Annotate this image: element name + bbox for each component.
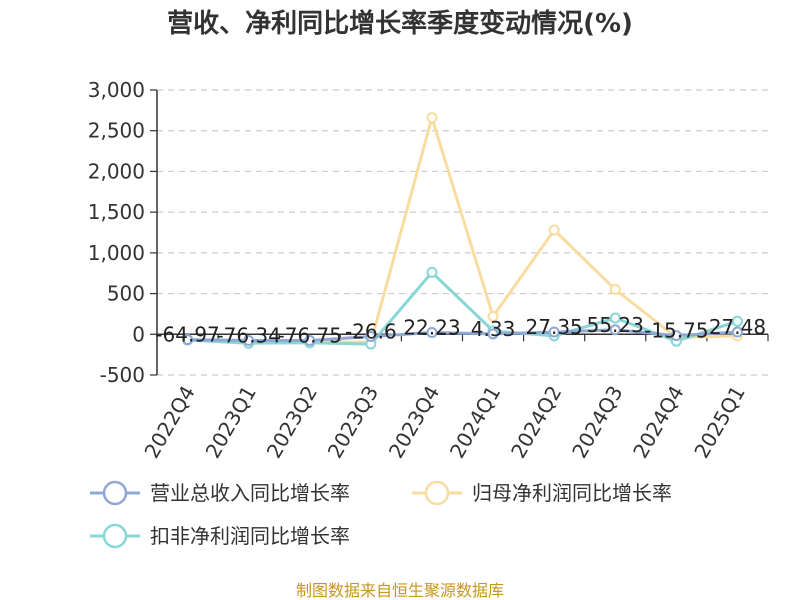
y-tick-label: 2,000: [88, 159, 145, 183]
data-point: [365, 330, 377, 342]
y-tick-label: -500: [100, 363, 145, 387]
data-point: [548, 326, 560, 338]
x-tick-label: 2024Q3: [567, 382, 627, 463]
data-label: -15.75: [644, 319, 708, 343]
y-tick-label: 1,500: [88, 200, 145, 224]
data-point: [304, 335, 316, 347]
data-label: 22.23: [403, 315, 460, 339]
data-point: [670, 330, 682, 342]
data-label: 27.35: [526, 315, 583, 339]
legend-label: 扣非净利润同比增长率: [150, 524, 350, 548]
x-tick-label: 2024Q2: [506, 382, 566, 463]
data-label: 55.23: [587, 313, 644, 337]
chart-title: 营收、净利同比增长率季度变动情况(%): [167, 8, 633, 39]
legend-item[interactable]: 归母净利润同比增长率: [412, 480, 672, 506]
data-label: -76.34: [216, 324, 280, 348]
x-tick-label: 2023Q1: [201, 382, 261, 463]
y-tick-label: 500: [107, 282, 145, 306]
legend-marker: [102, 480, 128, 506]
x-tick-label: 2022Q4: [139, 382, 199, 463]
data-point: [731, 326, 743, 338]
data-point: [426, 326, 438, 338]
data-labels: -64.97-76.34-76.75 -26.6 22.23 4.33 27.35 55.…: [155, 313, 766, 348]
series-line: [187, 270, 738, 346]
data-point: [548, 224, 560, 236]
x-tick-label: 2024Q1: [445, 382, 505, 463]
legend-item[interactable]: 营业总收入同比增长率: [90, 480, 350, 506]
data-point: [609, 324, 621, 336]
data-point: [487, 310, 499, 322]
data-point: [182, 334, 194, 346]
series-line: [187, 328, 738, 342]
x-tick-label: 2023Q2: [262, 382, 322, 463]
x-tick-label: 2024Q4: [628, 382, 688, 463]
series-line: [187, 116, 738, 345]
legend-item[interactable]: 扣非净利润同比增长率: [90, 523, 350, 549]
y-tick-label: 1,000: [88, 241, 145, 265]
legend-marker: [424, 480, 450, 506]
y-tick-label: 0: [132, 322, 145, 346]
data-point: [731, 315, 743, 327]
data-point: [609, 312, 621, 324]
data-point: [426, 266, 438, 278]
data-label: 4.33: [471, 317, 516, 341]
data-point: [487, 328, 499, 340]
x-tick-label: 2025Q1: [689, 382, 749, 463]
x-tick-label: 2023Q3: [323, 382, 383, 463]
legend-label: 营业总收入同比增长率: [150, 481, 350, 505]
data-label: -64.97: [155, 323, 219, 347]
legend-label: 归母净利润同比增长率: [472, 481, 672, 505]
data-point: [243, 335, 255, 347]
x-tick-label: 2023Q4: [384, 382, 444, 463]
y-tick-label: 2,500: [88, 119, 145, 143]
series-group: [182, 112, 743, 350]
legend-marker: [102, 523, 128, 549]
data-label: 27.48: [709, 315, 766, 339]
data-label: -26.6: [345, 319, 397, 343]
data-point: [426, 112, 438, 124]
data-point: [609, 284, 621, 295]
source-note: 制图数据来自恒生聚源数据库: [296, 581, 504, 600]
y-tick-label: 3,000: [88, 78, 145, 102]
grid: [157, 89, 768, 376]
data-label: -76.75: [278, 324, 342, 348]
